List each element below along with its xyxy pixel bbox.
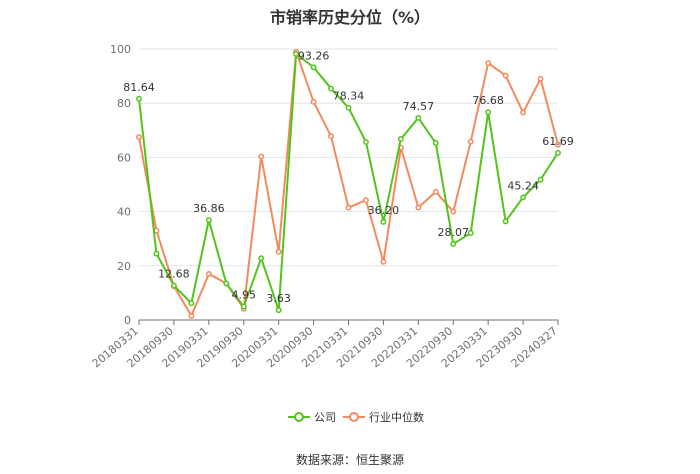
data-point-company — [467, 230, 474, 236]
y-tick-label: 100 — [110, 43, 131, 56]
data-point-industry-median — [537, 75, 544, 82]
data-point-industry-median — [467, 138, 474, 145]
data-point-industry-median — [275, 248, 282, 255]
data-point-company — [275, 307, 282, 314]
data-point-industry-median — [136, 134, 142, 141]
data-label: 45.24 — [507, 179, 539, 192]
data-source-note: 数据来源：恒生聚源 — [295, 453, 404, 467]
y-tick-label: 20 — [117, 260, 131, 273]
data-point-company — [153, 250, 160, 257]
data-point-company — [380, 218, 387, 225]
data-point-industry-median — [205, 270, 212, 277]
y-tick-label: 80 — [117, 97, 131, 110]
data-point-industry-median — [380, 258, 387, 265]
data-point-industry-median — [450, 208, 457, 215]
data-point-company — [520, 194, 527, 201]
data-point-company — [310, 64, 317, 71]
data-point-company — [170, 282, 177, 289]
data-label: 93.26 — [298, 49, 330, 62]
legend-company-label: 公司 — [314, 411, 336, 424]
data-label: 4.95 — [232, 289, 257, 302]
data-point-company — [328, 85, 334, 92]
legend-company-marker — [294, 412, 304, 422]
data-point-industry-median — [258, 153, 265, 160]
data-label: 3.63 — [266, 292, 291, 305]
data-point-company — [136, 95, 142, 102]
data-point-company — [188, 300, 195, 307]
data-point-company — [205, 217, 212, 224]
y-tick-label: 0 — [124, 314, 131, 327]
y-tick-label: 40 — [117, 206, 131, 219]
data-point-industry-median — [432, 188, 439, 195]
data-point-industry-median — [502, 72, 509, 79]
y-tick-label: 60 — [117, 151, 131, 164]
data-point-industry-median — [415, 204, 422, 211]
data-label: 36.86 — [193, 202, 225, 215]
data-label: 61.69 — [542, 135, 574, 148]
data-label: 76.68 — [472, 94, 504, 107]
data-point-industry-median — [345, 204, 352, 211]
data-label: 74.57 — [403, 100, 435, 113]
data-point-company — [415, 114, 422, 121]
data-label: 12.68 — [158, 268, 190, 281]
data-point-company — [293, 50, 300, 57]
legend-industry-median-marker — [349, 412, 359, 422]
chart-title: 市销率历史分位（%） — [269, 8, 431, 27]
data-point-company — [450, 240, 457, 247]
data-point-company — [345, 104, 352, 111]
data-point-company — [432, 140, 439, 146]
data-point-industry-median — [520, 109, 527, 116]
data-label: 78.34 — [333, 90, 365, 103]
data-point-company — [555, 149, 561, 156]
data-point-company — [223, 280, 230, 287]
data-point-industry-median — [188, 312, 195, 319]
data-label: 28.07 — [438, 226, 470, 239]
data-point-industry-median — [363, 197, 369, 204]
legend-industry-median-label: 行业中位数 — [369, 410, 424, 424]
data-point-industry-median — [485, 60, 492, 67]
data-point-company — [258, 255, 265, 262]
data-point-industry-median — [555, 141, 561, 148]
data-point-company — [397, 136, 404, 142]
data-point-company — [363, 139, 369, 145]
data-point-industry-median — [328, 133, 334, 140]
data-label: 81.64 — [123, 81, 155, 94]
data-point-company — [240, 303, 247, 310]
data-point-industry-median — [310, 98, 317, 105]
data-point-company — [537, 176, 544, 183]
data-point-company — [502, 218, 509, 225]
data-point-company — [485, 109, 492, 116]
data-label: 36.20 — [368, 204, 400, 217]
